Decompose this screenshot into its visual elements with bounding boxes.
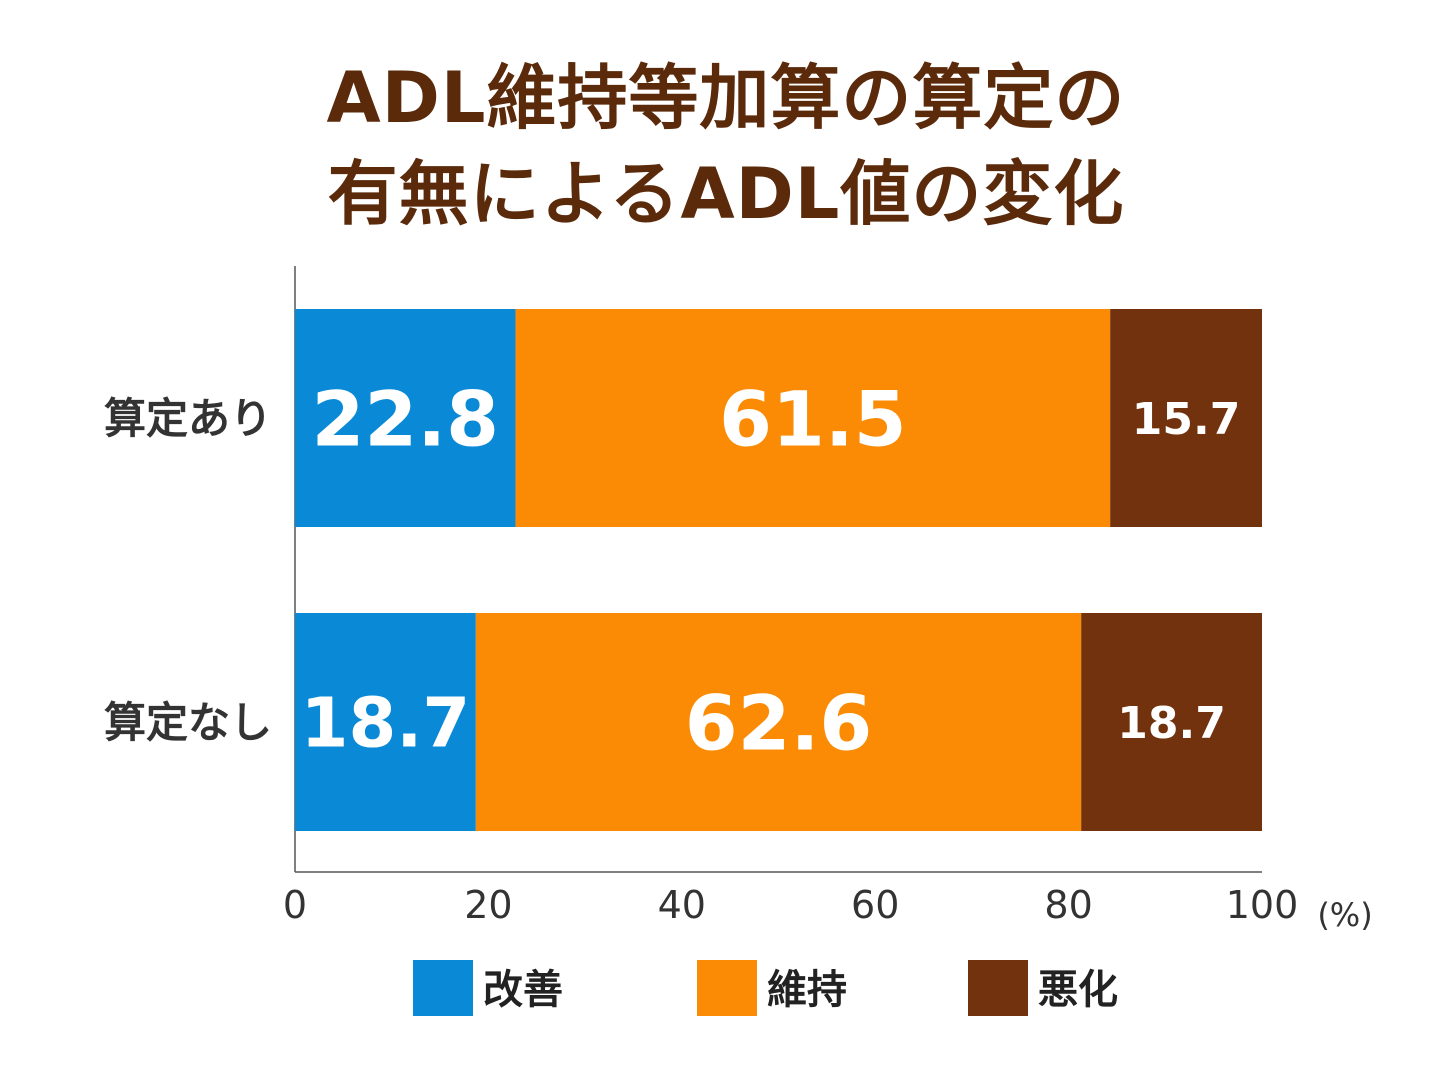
data-label: 18.7: [301, 684, 471, 764]
x-unit-label: (%): [1317, 896, 1372, 934]
x-tick-label: 100: [1226, 883, 1299, 927]
category-label: 算定あり: [104, 394, 272, 443]
bar-segment: [295, 613, 476, 831]
x-tick-label: 40: [658, 883, 706, 927]
x-tick-label: 80: [1044, 883, 1092, 927]
chart-title-line-1: ADL維持等加算の算定の: [326, 57, 1126, 139]
chart-title: ADL維持等加算の算定の 有無によるADL値の変化: [0, 50, 1452, 242]
bar-segment: [475, 613, 1082, 831]
bar-segment: [295, 309, 516, 527]
bar-segment: [1081, 613, 1262, 831]
legend-label: 改善: [483, 967, 563, 1013]
legend-swatch: [968, 960, 1028, 1016]
x-tick-label: 0: [283, 883, 307, 927]
data-label: 15.7: [1132, 394, 1241, 445]
x-tick-label: 60: [851, 883, 899, 927]
data-label: 22.8: [311, 374, 499, 463]
x-tick-label: 20: [464, 883, 512, 927]
category-label: 算定なし: [104, 698, 272, 747]
legend-label: 悪化: [1038, 967, 1118, 1013]
bar-segment: [515, 309, 1111, 527]
data-label: 18.7: [1117, 698, 1226, 749]
legend-label: 維持: [767, 967, 847, 1013]
chart-title-line-2: 有無によるADL値の変化: [327, 153, 1125, 235]
bar-segment: [1110, 309, 1262, 527]
legend-swatch: [413, 960, 473, 1016]
data-label: 62.6: [685, 678, 873, 767]
legend-swatch: [697, 960, 757, 1016]
data-label: 61.5: [719, 374, 907, 463]
